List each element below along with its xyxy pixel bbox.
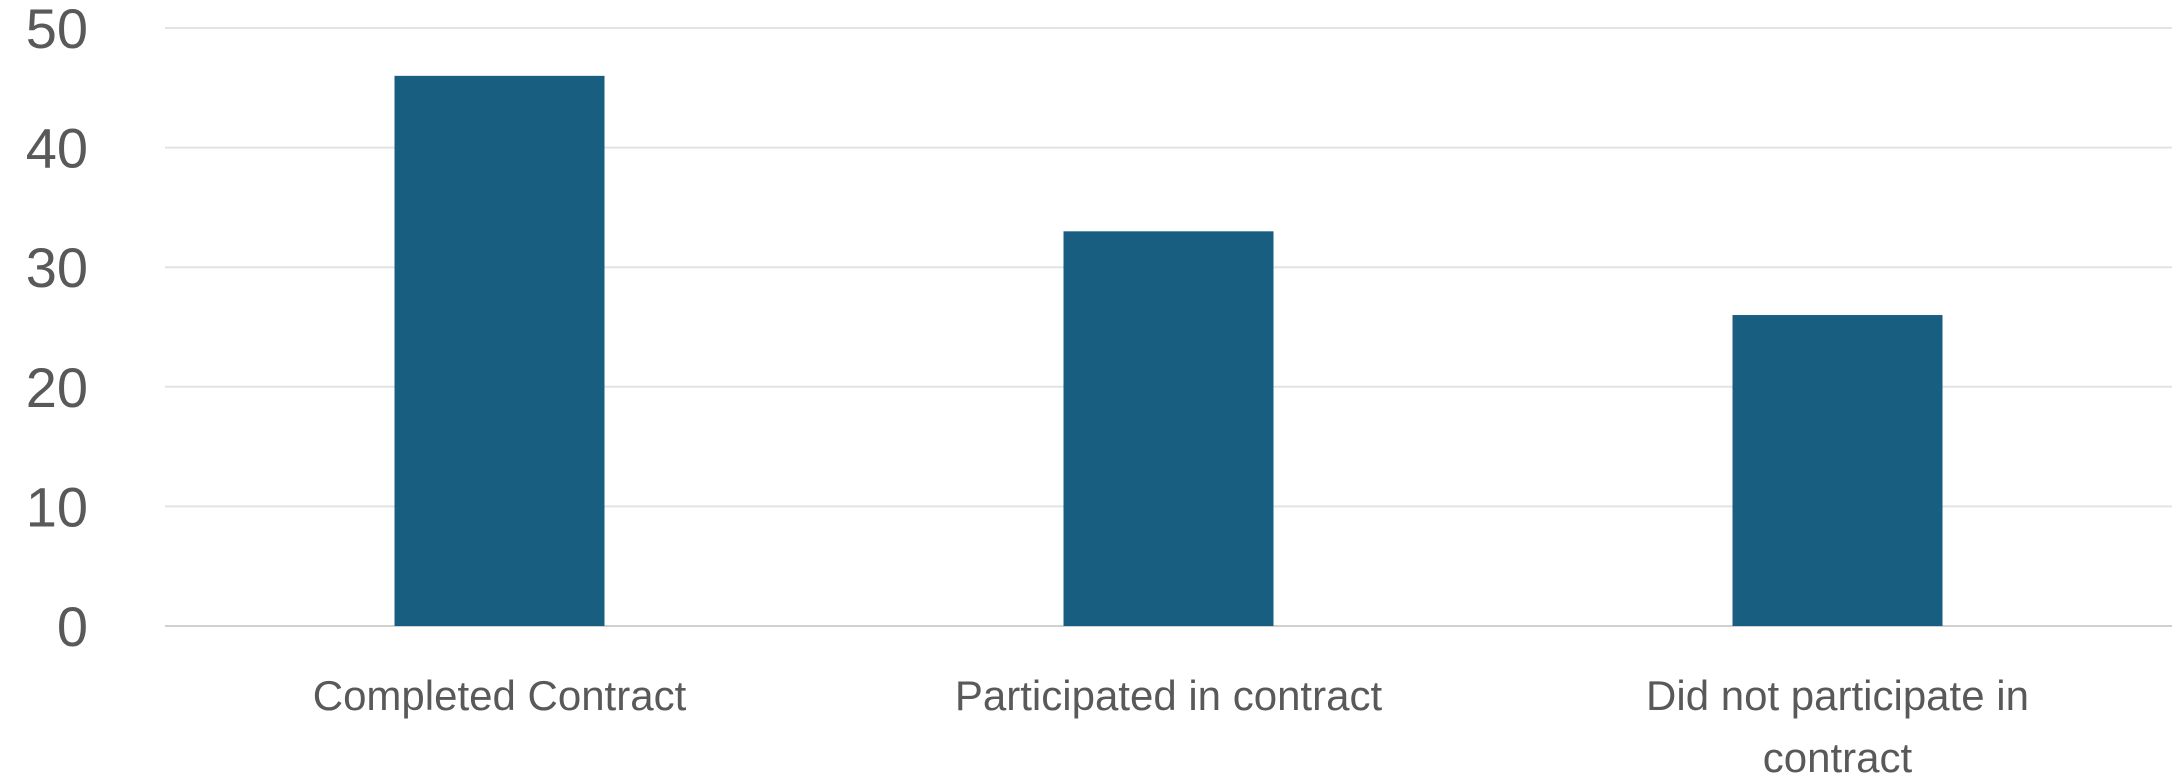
x-category-label-line: Did not participate in	[1646, 672, 2029, 719]
x-category-label-line: Participated in contract	[955, 672, 1383, 719]
x-category-label: Participated in contract	[955, 672, 1383, 719]
bars	[394, 75, 1943, 627]
bar	[1063, 231, 1274, 626]
y-tick-label: 20	[26, 356, 88, 419]
y-tick-label: 0	[57, 595, 88, 658]
x-axis-labels: Completed Contract Participated in contra…	[313, 672, 2029, 780]
x-category-label-line: Completed Contract	[313, 672, 687, 719]
bar	[394, 75, 605, 627]
x-category-label: Did not participate in contract	[1646, 672, 2029, 780]
y-tick-label: 50	[26, 0, 88, 60]
x-category-label: Completed Contract	[313, 672, 687, 719]
y-axis-ticks: 0 10 20 30 40 50	[26, 0, 88, 658]
y-tick-label: 30	[26, 236, 88, 299]
x-category-label-line: contract	[1763, 734, 1913, 780]
y-tick-label: 40	[26, 117, 88, 180]
y-tick-label: 10	[26, 475, 88, 538]
bar	[1732, 315, 1943, 626]
